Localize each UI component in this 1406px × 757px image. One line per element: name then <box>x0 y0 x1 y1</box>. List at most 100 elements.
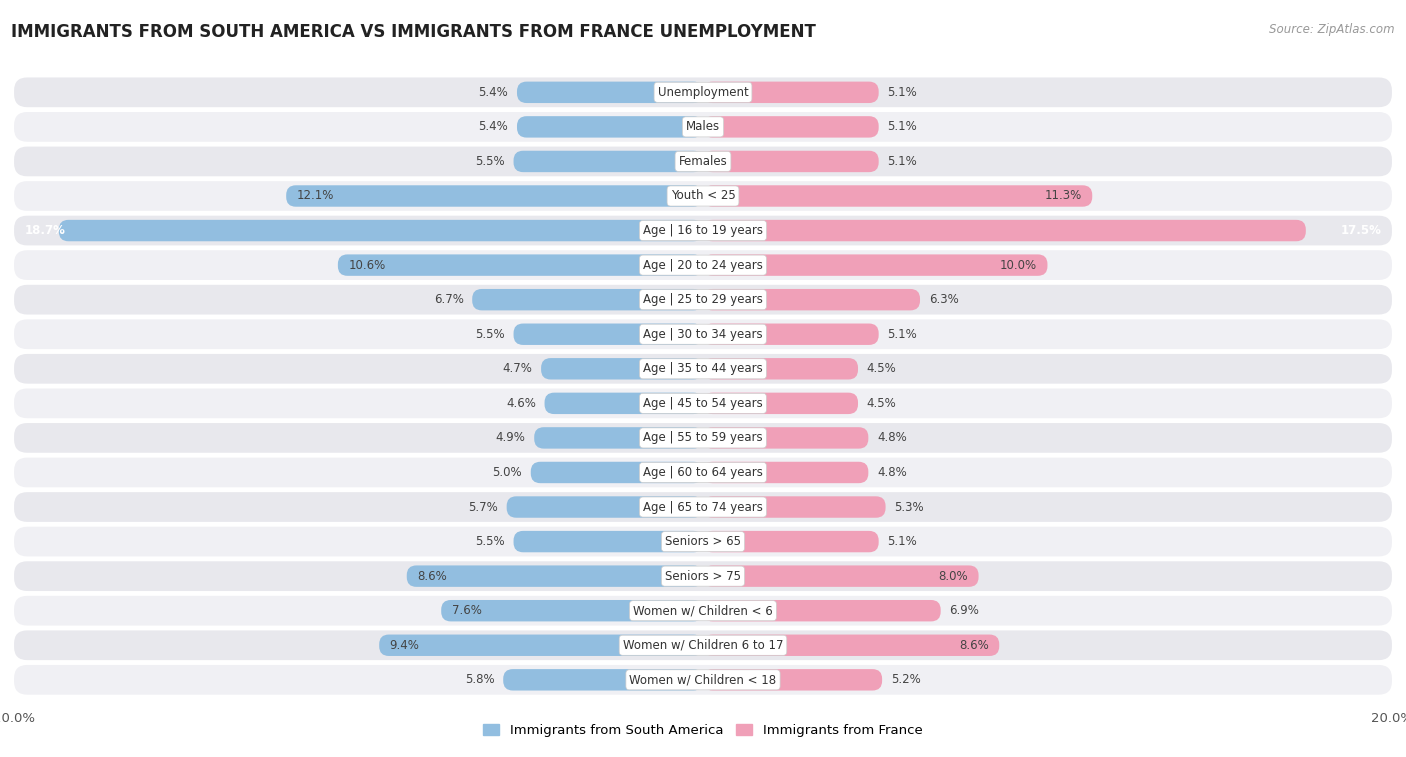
FancyBboxPatch shape <box>703 600 941 621</box>
Text: 7.6%: 7.6% <box>451 604 481 617</box>
FancyBboxPatch shape <box>14 216 1392 245</box>
Text: 5.8%: 5.8% <box>465 673 495 687</box>
FancyBboxPatch shape <box>544 393 703 414</box>
Text: 18.7%: 18.7% <box>24 224 65 237</box>
FancyBboxPatch shape <box>703 393 858 414</box>
Text: 8.6%: 8.6% <box>418 570 447 583</box>
FancyBboxPatch shape <box>14 354 1392 384</box>
Text: Age | 55 to 59 years: Age | 55 to 59 years <box>643 431 763 444</box>
FancyBboxPatch shape <box>703 220 1306 241</box>
FancyBboxPatch shape <box>14 423 1392 453</box>
FancyBboxPatch shape <box>703 531 879 553</box>
Text: 5.7%: 5.7% <box>468 500 498 513</box>
Legend: Immigrants from South America, Immigrants from France: Immigrants from South America, Immigrant… <box>478 718 928 742</box>
FancyBboxPatch shape <box>337 254 703 276</box>
Text: Age | 35 to 44 years: Age | 35 to 44 years <box>643 363 763 375</box>
FancyBboxPatch shape <box>472 289 703 310</box>
Text: Males: Males <box>686 120 720 133</box>
Text: 5.4%: 5.4% <box>478 120 509 133</box>
FancyBboxPatch shape <box>703 497 886 518</box>
FancyBboxPatch shape <box>14 251 1392 280</box>
Text: 5.5%: 5.5% <box>475 328 505 341</box>
FancyBboxPatch shape <box>14 665 1392 695</box>
FancyBboxPatch shape <box>59 220 703 241</box>
Text: Age | 25 to 29 years: Age | 25 to 29 years <box>643 293 763 306</box>
Text: 4.8%: 4.8% <box>877 431 907 444</box>
FancyBboxPatch shape <box>703 82 879 103</box>
FancyBboxPatch shape <box>380 634 703 656</box>
FancyBboxPatch shape <box>703 254 1047 276</box>
Text: Age | 45 to 54 years: Age | 45 to 54 years <box>643 397 763 410</box>
FancyBboxPatch shape <box>406 565 703 587</box>
Text: 6.9%: 6.9% <box>949 604 979 617</box>
FancyBboxPatch shape <box>703 427 869 449</box>
FancyBboxPatch shape <box>506 497 703 518</box>
Text: Age | 20 to 24 years: Age | 20 to 24 years <box>643 259 763 272</box>
FancyBboxPatch shape <box>541 358 703 379</box>
FancyBboxPatch shape <box>14 457 1392 488</box>
Text: Unemployment: Unemployment <box>658 86 748 99</box>
FancyBboxPatch shape <box>14 388 1392 418</box>
Text: 9.4%: 9.4% <box>389 639 419 652</box>
Text: Age | 60 to 64 years: Age | 60 to 64 years <box>643 466 763 479</box>
FancyBboxPatch shape <box>14 561 1392 591</box>
FancyBboxPatch shape <box>517 116 703 138</box>
Text: 12.1%: 12.1% <box>297 189 333 202</box>
Text: 5.0%: 5.0% <box>492 466 522 479</box>
Text: IMMIGRANTS FROM SOUTH AMERICA VS IMMIGRANTS FROM FRANCE UNEMPLOYMENT: IMMIGRANTS FROM SOUTH AMERICA VS IMMIGRA… <box>11 23 815 41</box>
Text: 6.7%: 6.7% <box>433 293 464 306</box>
Text: 5.1%: 5.1% <box>887 155 917 168</box>
FancyBboxPatch shape <box>14 596 1392 625</box>
FancyBboxPatch shape <box>14 112 1392 142</box>
Text: 4.8%: 4.8% <box>877 466 907 479</box>
FancyBboxPatch shape <box>703 151 879 172</box>
FancyBboxPatch shape <box>287 185 703 207</box>
FancyBboxPatch shape <box>14 77 1392 107</box>
Text: Women w/ Children < 6: Women w/ Children < 6 <box>633 604 773 617</box>
FancyBboxPatch shape <box>703 669 882 690</box>
Text: 5.5%: 5.5% <box>475 155 505 168</box>
FancyBboxPatch shape <box>14 492 1392 522</box>
Text: 5.5%: 5.5% <box>475 535 505 548</box>
Text: Seniors > 65: Seniors > 65 <box>665 535 741 548</box>
Text: 6.3%: 6.3% <box>928 293 959 306</box>
Text: Source: ZipAtlas.com: Source: ZipAtlas.com <box>1270 23 1395 36</box>
Text: Youth < 25: Youth < 25 <box>671 189 735 202</box>
Text: 10.6%: 10.6% <box>349 259 385 272</box>
FancyBboxPatch shape <box>703 358 858 379</box>
FancyBboxPatch shape <box>703 565 979 587</box>
Text: 5.1%: 5.1% <box>887 120 917 133</box>
FancyBboxPatch shape <box>441 600 703 621</box>
Text: 4.6%: 4.6% <box>506 397 536 410</box>
FancyBboxPatch shape <box>14 181 1392 211</box>
FancyBboxPatch shape <box>534 427 703 449</box>
FancyBboxPatch shape <box>14 631 1392 660</box>
FancyBboxPatch shape <box>14 319 1392 349</box>
Text: 4.9%: 4.9% <box>496 431 526 444</box>
FancyBboxPatch shape <box>14 285 1392 315</box>
FancyBboxPatch shape <box>513 531 703 553</box>
FancyBboxPatch shape <box>703 634 1000 656</box>
Text: 5.1%: 5.1% <box>887 535 917 548</box>
FancyBboxPatch shape <box>703 323 879 345</box>
FancyBboxPatch shape <box>703 116 879 138</box>
Text: Seniors > 75: Seniors > 75 <box>665 570 741 583</box>
Text: 8.0%: 8.0% <box>939 570 969 583</box>
Text: 5.2%: 5.2% <box>891 673 921 687</box>
Text: 5.1%: 5.1% <box>887 86 917 99</box>
Text: Age | 30 to 34 years: Age | 30 to 34 years <box>643 328 763 341</box>
Text: Females: Females <box>679 155 727 168</box>
FancyBboxPatch shape <box>703 289 920 310</box>
Text: Age | 16 to 19 years: Age | 16 to 19 years <box>643 224 763 237</box>
Text: Women w/ Children 6 to 17: Women w/ Children 6 to 17 <box>623 639 783 652</box>
FancyBboxPatch shape <box>517 82 703 103</box>
Text: 8.6%: 8.6% <box>959 639 988 652</box>
FancyBboxPatch shape <box>513 323 703 345</box>
Text: Age | 65 to 74 years: Age | 65 to 74 years <box>643 500 763 513</box>
Text: 4.5%: 4.5% <box>866 397 897 410</box>
Text: 17.5%: 17.5% <box>1341 224 1382 237</box>
FancyBboxPatch shape <box>703 462 869 483</box>
Text: 11.3%: 11.3% <box>1045 189 1083 202</box>
Text: 4.5%: 4.5% <box>866 363 897 375</box>
Text: 5.1%: 5.1% <box>887 328 917 341</box>
